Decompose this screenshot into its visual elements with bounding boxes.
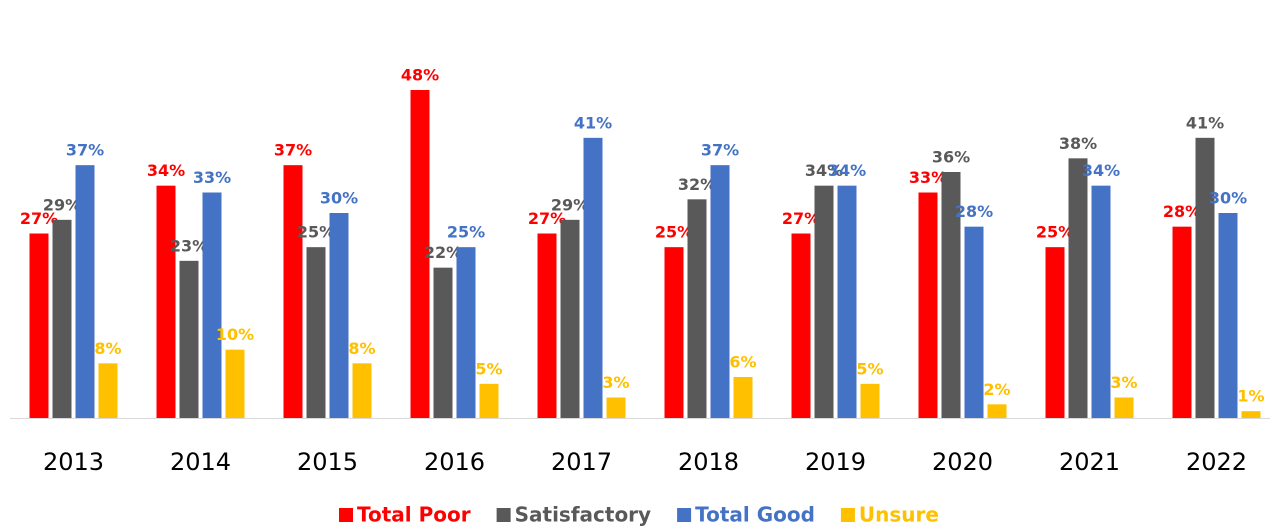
value-label: 25% <box>297 223 335 242</box>
bar <box>733 377 753 418</box>
bar <box>283 165 303 418</box>
legend-label: Unsure <box>859 503 939 527</box>
value-label: 23% <box>170 236 208 255</box>
x-tick-label: 2019 <box>805 448 866 476</box>
bar <box>179 260 199 418</box>
bar <box>606 397 626 418</box>
bar <box>329 213 349 418</box>
value-label: 36% <box>932 148 970 167</box>
legend-swatch <box>339 508 354 522</box>
value-label: 3% <box>602 373 629 392</box>
value-label: 5% <box>856 359 883 378</box>
bar <box>52 219 72 418</box>
value-label: 33% <box>909 168 947 187</box>
value-label: 34% <box>805 161 843 180</box>
value-label: 25% <box>1036 223 1074 242</box>
value-label: 34% <box>828 161 866 180</box>
bar <box>791 233 811 418</box>
bar <box>710 165 730 418</box>
bar <box>29 233 49 418</box>
bar <box>456 247 476 418</box>
value-label: 37% <box>66 141 104 160</box>
value-label: 27% <box>782 209 820 228</box>
legend-label: Total Poor <box>357 503 471 527</box>
bar <box>918 192 938 418</box>
value-label: 3% <box>1110 373 1137 392</box>
bar <box>352 363 372 418</box>
bar <box>75 165 95 418</box>
value-label: 38% <box>1059 134 1097 153</box>
value-label: 8% <box>348 339 375 358</box>
bar <box>560 219 580 418</box>
bar <box>964 226 984 418</box>
x-tick-label: 2018 <box>678 448 739 476</box>
value-label: 30% <box>320 189 358 208</box>
x-tick-label: 2017 <box>551 448 612 476</box>
value-label: 22% <box>424 243 462 262</box>
value-label: 32% <box>678 175 716 194</box>
value-label: 28% <box>1163 202 1201 221</box>
x-tick-label: 2014 <box>170 448 231 476</box>
value-label: 27% <box>20 209 58 228</box>
bar <box>583 137 603 419</box>
value-label: 25% <box>447 223 485 242</box>
bar <box>687 199 707 418</box>
bar <box>987 404 1007 418</box>
x-tick-label: 2021 <box>1059 448 1120 476</box>
bar <box>814 185 834 418</box>
bar <box>1195 137 1215 419</box>
bar <box>1091 185 1111 418</box>
bar <box>202 192 222 418</box>
bar <box>433 267 453 418</box>
legend-label: Total Good <box>695 503 815 527</box>
value-label: 34% <box>147 161 185 180</box>
x-tick-label: 2013 <box>43 448 104 476</box>
value-label: 29% <box>551 195 589 214</box>
x-tick-label: 2015 <box>297 448 358 476</box>
bar <box>410 90 430 418</box>
value-label: 41% <box>1186 113 1224 132</box>
value-label: 28% <box>955 202 993 221</box>
bar <box>1172 226 1192 418</box>
value-label: 5% <box>475 359 502 378</box>
value-label: 25% <box>655 223 693 242</box>
bar <box>1045 247 1065 418</box>
bar <box>1218 213 1238 418</box>
bar <box>537 233 557 418</box>
value-label: 2% <box>983 380 1010 399</box>
value-label: 30% <box>1209 189 1247 208</box>
bar <box>664 247 684 418</box>
value-label: 1% <box>1237 387 1264 406</box>
value-label: 34% <box>1082 161 1120 180</box>
bar <box>1114 397 1134 418</box>
bar <box>156 185 176 418</box>
value-label: 8% <box>94 339 121 358</box>
bar <box>479 383 499 418</box>
value-label: 10% <box>216 325 254 344</box>
value-label: 6% <box>729 353 756 372</box>
value-label: 27% <box>528 209 566 228</box>
legend-swatch <box>496 508 511 522</box>
x-tick-label: 2016 <box>424 448 485 476</box>
value-label: 37% <box>701 141 739 160</box>
value-label: 29% <box>43 195 81 214</box>
bar <box>941 172 961 418</box>
bar <box>225 349 245 418</box>
legend-label: Satisfactory <box>515 503 651 527</box>
bar <box>1068 158 1088 419</box>
x-tick-label: 2020 <box>932 448 993 476</box>
value-label: 48% <box>401 66 439 85</box>
bar <box>837 185 857 418</box>
bar <box>1241 411 1261 418</box>
bar <box>860 383 880 418</box>
x-tick-label: 2022 <box>1186 448 1247 476</box>
bar <box>306 247 326 418</box>
legend-swatch <box>677 508 692 522</box>
legend-swatch <box>840 508 855 522</box>
value-label: 41% <box>574 113 612 132</box>
bar <box>98 363 118 418</box>
value-label: 33% <box>193 168 231 187</box>
value-label: 37% <box>274 141 312 160</box>
